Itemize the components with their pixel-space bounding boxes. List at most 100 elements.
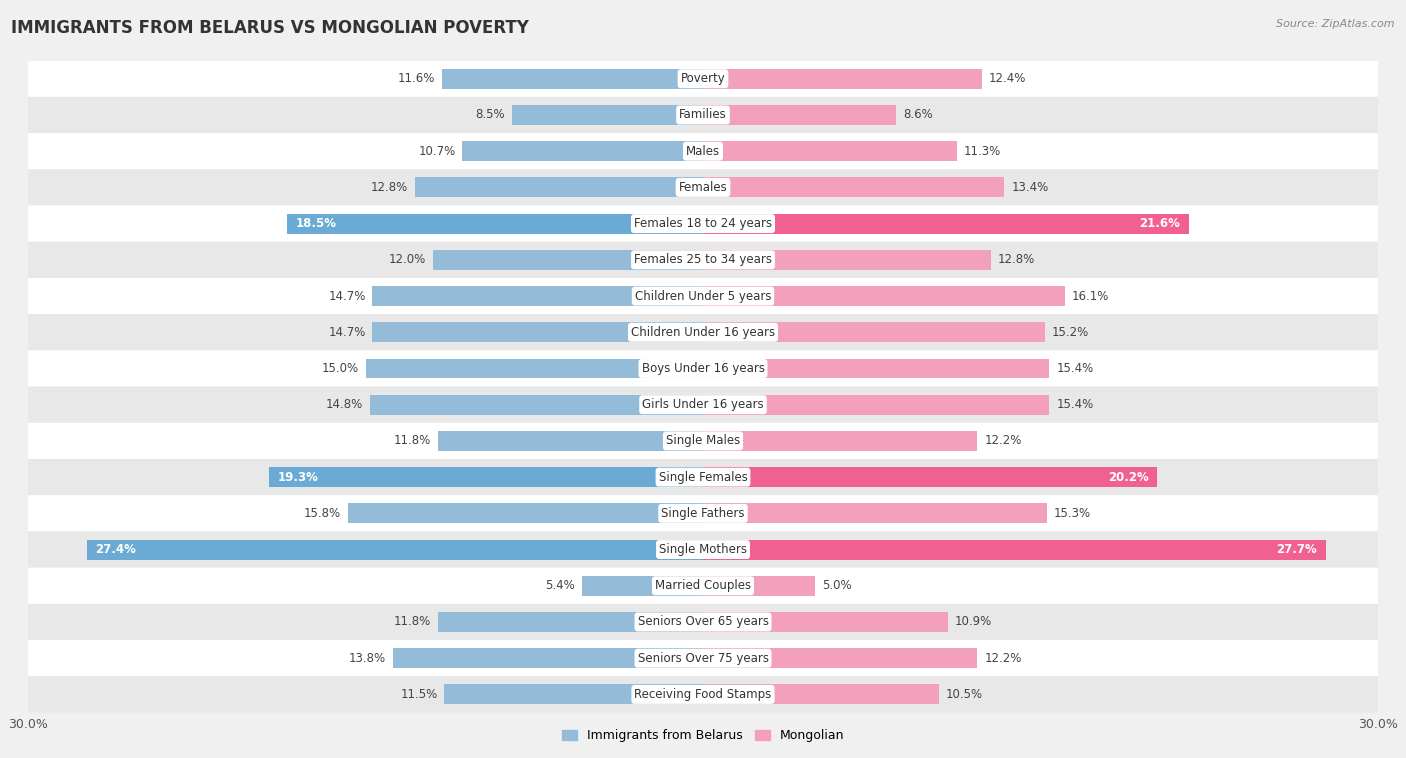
Text: 13.4%: 13.4% <box>1011 181 1049 194</box>
Text: 14.7%: 14.7% <box>328 326 366 339</box>
Text: Females 25 to 34 years: Females 25 to 34 years <box>634 253 772 266</box>
Bar <box>463 141 703 161</box>
FancyBboxPatch shape <box>28 387 1378 423</box>
Text: 27.4%: 27.4% <box>96 543 136 556</box>
Bar <box>703 69 981 89</box>
Text: Children Under 5 years: Children Under 5 years <box>634 290 772 302</box>
FancyBboxPatch shape <box>28 459 1378 495</box>
FancyBboxPatch shape <box>28 676 1378 713</box>
Text: Boys Under 16 years: Boys Under 16 years <box>641 362 765 375</box>
Text: 12.8%: 12.8% <box>998 253 1035 266</box>
Text: Source: ZipAtlas.com: Source: ZipAtlas.com <box>1277 19 1395 29</box>
Bar <box>373 322 703 342</box>
Text: Children Under 16 years: Children Under 16 years <box>631 326 775 339</box>
Bar <box>703 359 1049 378</box>
Text: 12.2%: 12.2% <box>984 652 1022 665</box>
Bar <box>703 503 1047 523</box>
Bar <box>703 286 1066 306</box>
Bar <box>512 105 703 125</box>
Text: 12.0%: 12.0% <box>389 253 426 266</box>
Bar <box>347 503 703 523</box>
Bar <box>441 69 703 89</box>
Bar <box>703 684 939 704</box>
FancyBboxPatch shape <box>28 242 1378 278</box>
Text: 10.7%: 10.7% <box>419 145 456 158</box>
Text: 19.3%: 19.3% <box>278 471 319 484</box>
Bar <box>703 648 977 668</box>
Text: 15.2%: 15.2% <box>1052 326 1088 339</box>
Bar <box>269 467 703 487</box>
Bar <box>392 648 703 668</box>
FancyBboxPatch shape <box>28 169 1378 205</box>
Text: 12.8%: 12.8% <box>371 181 408 194</box>
Text: Seniors Over 75 years: Seniors Over 75 years <box>637 652 769 665</box>
FancyBboxPatch shape <box>28 423 1378 459</box>
Text: 10.5%: 10.5% <box>946 688 983 701</box>
Text: 11.8%: 11.8% <box>394 615 430 628</box>
FancyBboxPatch shape <box>28 133 1378 169</box>
Text: Females: Females <box>679 181 727 194</box>
Bar <box>703 250 991 270</box>
FancyBboxPatch shape <box>28 205 1378 242</box>
Text: Single Fathers: Single Fathers <box>661 507 745 520</box>
Text: Receiving Food Stamps: Receiving Food Stamps <box>634 688 772 701</box>
FancyBboxPatch shape <box>28 568 1378 604</box>
Bar <box>703 467 1157 487</box>
FancyBboxPatch shape <box>28 495 1378 531</box>
Text: Poverty: Poverty <box>681 72 725 85</box>
Text: 12.4%: 12.4% <box>988 72 1026 85</box>
Bar <box>582 576 703 596</box>
Text: 27.7%: 27.7% <box>1277 543 1317 556</box>
FancyBboxPatch shape <box>28 640 1378 676</box>
Text: Families: Families <box>679 108 727 121</box>
Text: Males: Males <box>686 145 720 158</box>
Bar <box>437 431 703 451</box>
Text: 12.2%: 12.2% <box>984 434 1022 447</box>
Bar <box>703 576 815 596</box>
Text: Married Couples: Married Couples <box>655 579 751 592</box>
Text: Females 18 to 24 years: Females 18 to 24 years <box>634 217 772 230</box>
Bar <box>287 214 703 233</box>
Bar <box>703 214 1189 233</box>
Text: 21.6%: 21.6% <box>1139 217 1180 230</box>
Bar <box>703 540 1326 559</box>
FancyBboxPatch shape <box>28 278 1378 314</box>
Text: Seniors Over 65 years: Seniors Over 65 years <box>637 615 769 628</box>
Text: 15.8%: 15.8% <box>304 507 340 520</box>
Text: 11.5%: 11.5% <box>401 688 437 701</box>
Legend: Immigrants from Belarus, Mongolian: Immigrants from Belarus, Mongolian <box>561 729 845 742</box>
Bar <box>703 612 948 632</box>
FancyBboxPatch shape <box>28 604 1378 640</box>
Text: 13.8%: 13.8% <box>349 652 385 665</box>
Bar <box>703 177 1004 197</box>
FancyBboxPatch shape <box>28 61 1378 97</box>
Bar <box>415 177 703 197</box>
FancyBboxPatch shape <box>28 350 1378 387</box>
Text: 18.5%: 18.5% <box>295 217 337 230</box>
Bar <box>703 431 977 451</box>
Text: 11.8%: 11.8% <box>394 434 430 447</box>
Bar <box>366 359 703 378</box>
Bar <box>703 322 1045 342</box>
Bar <box>703 141 957 161</box>
FancyBboxPatch shape <box>28 97 1378 133</box>
Text: 16.1%: 16.1% <box>1071 290 1109 302</box>
Text: 10.9%: 10.9% <box>955 615 993 628</box>
FancyBboxPatch shape <box>28 531 1378 568</box>
Text: 11.3%: 11.3% <box>965 145 1001 158</box>
Text: 15.0%: 15.0% <box>322 362 359 375</box>
Text: 8.5%: 8.5% <box>475 108 505 121</box>
Text: 5.4%: 5.4% <box>546 579 575 592</box>
Text: 14.8%: 14.8% <box>326 398 363 411</box>
Text: 15.4%: 15.4% <box>1056 362 1094 375</box>
Text: Single Mothers: Single Mothers <box>659 543 747 556</box>
Text: Single Males: Single Males <box>666 434 740 447</box>
Bar <box>370 395 703 415</box>
Text: 8.6%: 8.6% <box>903 108 934 121</box>
FancyBboxPatch shape <box>28 314 1378 350</box>
Bar <box>87 540 703 559</box>
Bar <box>703 395 1049 415</box>
Bar <box>437 612 703 632</box>
Text: 5.0%: 5.0% <box>823 579 852 592</box>
Text: IMMIGRANTS FROM BELARUS VS MONGOLIAN POVERTY: IMMIGRANTS FROM BELARUS VS MONGOLIAN POV… <box>11 19 529 37</box>
